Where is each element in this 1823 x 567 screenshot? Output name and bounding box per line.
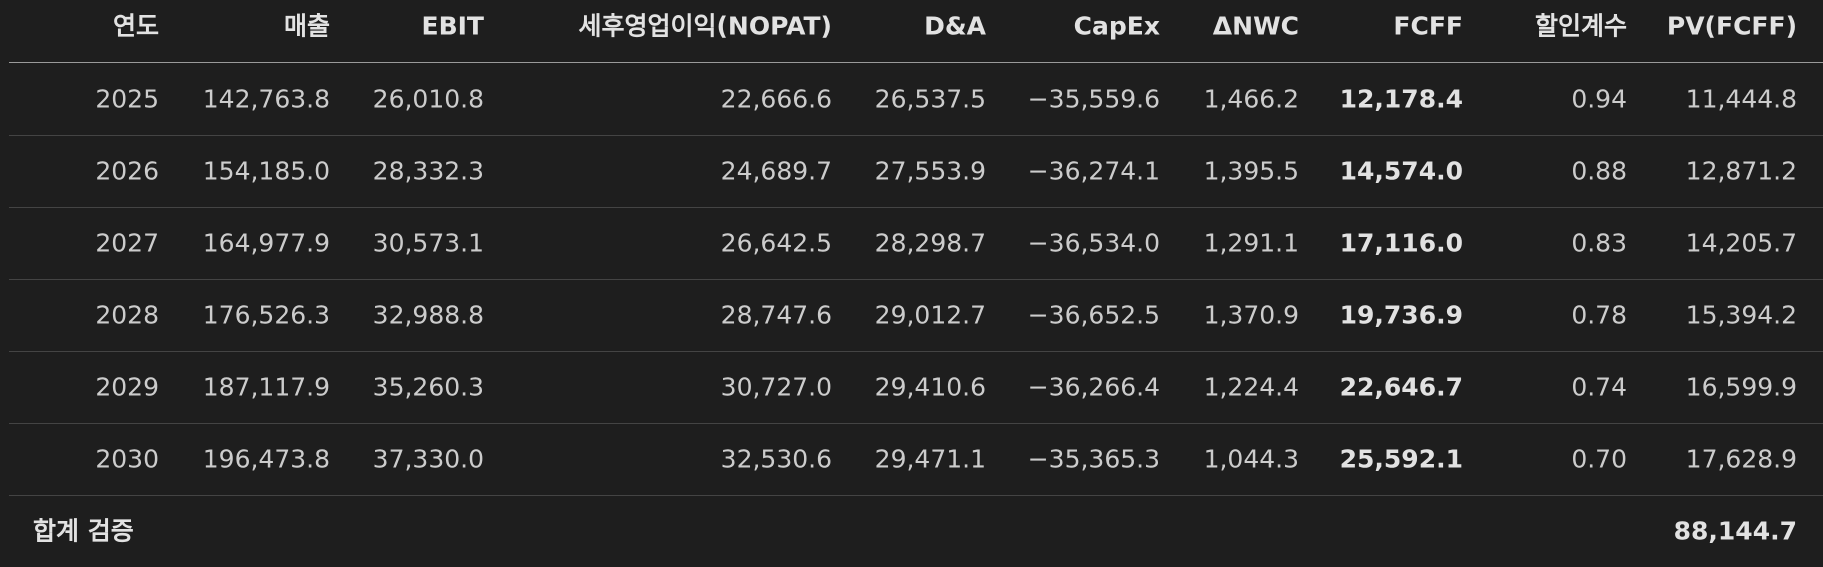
column-header: D&A [924,11,986,41]
value-cell: 28,332.3 [372,156,484,186]
value-cell: 164,977.9 [202,228,330,258]
value-cell: 14,205.7 [1685,228,1797,258]
value-cell: 12,178.4 [1339,84,1463,114]
value-cell: 29,012.7 [874,300,986,330]
value-cell: 32,988.8 [372,300,484,330]
value-cell: 142,763.8 [202,84,330,114]
value-cell: 196,473.8 [202,444,330,474]
value-cell: 14,574.0 [1339,156,1463,186]
value-cell: 27,553.9 [874,156,986,186]
value-cell: 32,530.6 [720,444,832,474]
value-cell: 1,395.5 [1203,156,1299,186]
year-cell: 2028 [95,300,159,330]
column-header: 할인계수 [1534,11,1627,41]
column-header: FCFF [1393,11,1463,41]
value-cell: 0.78 [1571,300,1627,330]
value-cell: 176,526.3 [202,300,330,330]
row-divider [9,351,1823,352]
value-cell: −36,652.5 [1027,300,1160,330]
value-cell: 35,260.3 [372,372,484,402]
value-cell: −36,274.1 [1027,156,1160,186]
header-divider [9,62,1823,63]
value-cell: 0.94 [1571,84,1627,114]
value-cell: 1,224.4 [1203,372,1299,402]
value-cell: 15,394.2 [1685,300,1797,330]
value-cell: 26,537.5 [874,84,986,114]
footer-label: 합계 검증 [33,516,134,546]
value-cell: 154,185.0 [202,156,330,186]
column-header: EBIT [421,11,485,41]
column-header: 매출 [283,11,330,41]
row-divider [9,423,1823,424]
value-cell: 30,727.0 [720,372,832,402]
value-cell: −36,534.0 [1027,228,1160,258]
column-header: 세후영업이익(NOPAT) [578,11,832,41]
value-cell: 29,471.1 [874,444,986,474]
row-divider [9,135,1823,136]
column-header: CapEx [1073,11,1160,41]
value-cell: 17,628.9 [1685,444,1797,474]
value-cell: 1,370.9 [1203,300,1299,330]
year-cell: 2026 [95,156,159,186]
value-cell: 17,116.0 [1339,228,1463,258]
footer-total: 88,144.7 [1673,516,1797,546]
value-cell: 37,330.0 [372,444,484,474]
column-header: 연도 [112,11,159,41]
value-cell: 22,646.7 [1339,372,1463,402]
value-cell: 16,599.9 [1685,372,1797,402]
value-cell: 29,410.6 [874,372,986,402]
value-cell: 0.88 [1571,156,1627,186]
value-cell: 0.74 [1571,372,1627,402]
value-cell: 0.70 [1571,444,1627,474]
value-cell: 19,736.9 [1339,300,1463,330]
year-cell: 2030 [95,444,159,474]
row-divider [9,207,1823,208]
value-cell: 12,871.2 [1685,156,1797,186]
value-cell: 26,642.5 [720,228,832,258]
row-divider [9,495,1823,496]
value-cell: 25,592.1 [1339,444,1463,474]
value-cell: 30,573.1 [372,228,484,258]
year-cell: 2025 [95,84,159,114]
value-cell: 26,010.8 [372,84,484,114]
year-cell: 2029 [95,372,159,402]
row-divider [9,279,1823,280]
value-cell: −35,365.3 [1027,444,1160,474]
value-cell: 0.83 [1571,228,1627,258]
value-cell: 22,666.6 [720,84,832,114]
value-cell: 1,291.1 [1203,228,1299,258]
column-header: PV(FCFF) [1666,11,1797,41]
value-cell: 1,466.2 [1203,84,1299,114]
value-cell: 11,444.8 [1685,84,1797,114]
year-cell: 2027 [95,228,159,258]
column-header: ΔNWC [1212,11,1299,41]
value-cell: 28,298.7 [874,228,986,258]
value-cell: −35,559.6 [1027,84,1160,114]
value-cell: 28,747.6 [720,300,832,330]
value-cell: 24,689.7 [720,156,832,186]
value-cell: 187,117.9 [202,372,330,402]
value-cell: −36,266.4 [1027,372,1160,402]
value-cell: 1,044.3 [1203,444,1299,474]
